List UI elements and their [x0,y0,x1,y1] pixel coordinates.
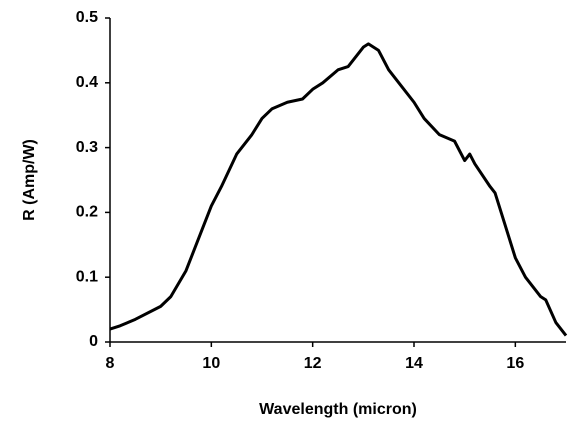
data-line [109,42,568,337]
y-tick-label: 0.1 [76,268,98,285]
x-tick-label: 10 [202,355,220,372]
x-tick-label: 14 [405,355,423,372]
y-tick-label: 0.4 [76,74,98,91]
x-axis-label: Wavelength (micron) [259,401,417,418]
y-tick-label: 0.5 [76,9,98,26]
x-tick-label: 16 [506,355,524,372]
y-tick-label: 0 [89,333,98,350]
y-tick-label: 0.3 [76,139,98,156]
x-tick-label: 8 [106,355,115,372]
x-tick-label: 12 [304,355,322,372]
y-tick-label: 0.2 [76,204,98,221]
y-axis-label: R (Amp/W) [21,139,38,221]
